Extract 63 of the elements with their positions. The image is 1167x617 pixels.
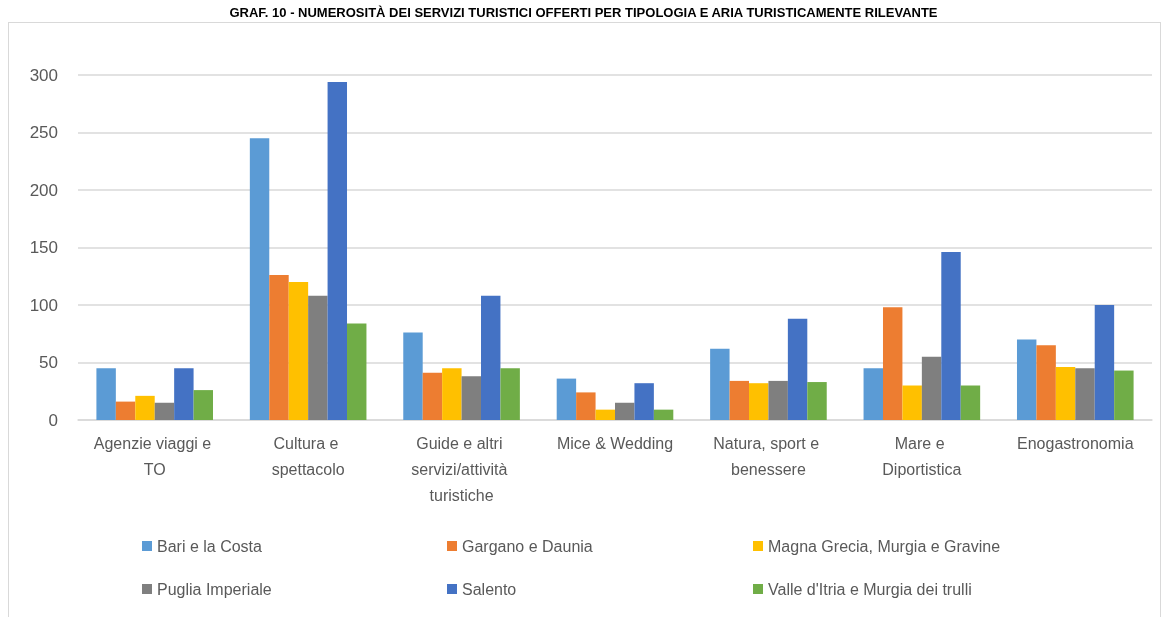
bar [288, 282, 309, 420]
bar [807, 382, 827, 420]
bar [595, 409, 615, 420]
bar [653, 409, 674, 420]
bar [576, 392, 596, 420]
bar [461, 376, 482, 420]
bar [174, 368, 194, 420]
bar [269, 275, 289, 420]
x-tick-label: Enogastronomia [1017, 434, 1134, 452]
y-tick-label: 300 [29, 65, 58, 85]
x-tick-label: Natura, sport e benessere [713, 434, 824, 478]
legend-label: Gargano e Daunia [462, 537, 593, 555]
bar [154, 402, 175, 420]
bar [193, 390, 214, 420]
x-tick-label: Agenzie viaggi e TO [93, 434, 216, 478]
chart-title: GRAF. 10 - NUMEROSITÀ DEI SERVIZI TURISTICI OFFERTI PER TIPOLOGIA E ARIA TURISTICAMENTE RILEVANTE [229, 5, 938, 20]
bar [921, 356, 942, 420]
x-tick-label: Mice & Wedding [556, 434, 674, 452]
bar [327, 81, 348, 420]
legend-label: Puglia Imperiale [157, 580, 272, 598]
bar [634, 383, 654, 420]
bar [1114, 370, 1134, 420]
bar [500, 368, 520, 420]
bar [1036, 345, 1056, 420]
legend-label: Magna Grecia, Murgia e Gravine [768, 537, 1001, 555]
bar [960, 385, 981, 420]
bar [710, 348, 730, 420]
bar [941, 252, 961, 420]
bar [1055, 367, 1076, 420]
bar [96, 368, 116, 420]
bar [308, 295, 328, 420]
y-tick-label: 250 [29, 123, 58, 142]
y-tick-label: 150 [29, 238, 58, 257]
bar [442, 368, 462, 420]
bar [347, 323, 367, 420]
legend-label: Salento [462, 580, 517, 598]
y-tick-label: 50 [39, 353, 58, 372]
bar [556, 378, 577, 420]
bar [729, 380, 749, 420]
x-tick-label: Cultura e spettacolo [271, 434, 345, 478]
bar [863, 368, 883, 420]
legend-label: Valle d'Itria e Murgia dei trulli [768, 580, 972, 598]
bar [481, 295, 501, 420]
y-tick-label: 100 [29, 295, 58, 315]
bar [1094, 305, 1115, 420]
bar [135, 395, 155, 420]
bar [882, 307, 903, 420]
bar [615, 402, 635, 420]
y-tick-label: 0 [48, 410, 58, 430]
bar [403, 332, 423, 420]
bar [249, 138, 270, 420]
legend-label: Bari e la Costa [157, 537, 263, 555]
bar [1016, 339, 1037, 420]
x-tick-label: Guide e altri servizi/attività turistiche [411, 434, 512, 504]
bar [1075, 368, 1095, 420]
bar [902, 385, 922, 420]
bar [115, 401, 136, 420]
bar [768, 380, 788, 420]
bar [748, 383, 769, 420]
bar [422, 372, 443, 420]
x-tick-label: Mare e Diportistica [882, 434, 962, 478]
bar [787, 318, 808, 420]
y-tick-label: 200 [29, 180, 58, 200]
